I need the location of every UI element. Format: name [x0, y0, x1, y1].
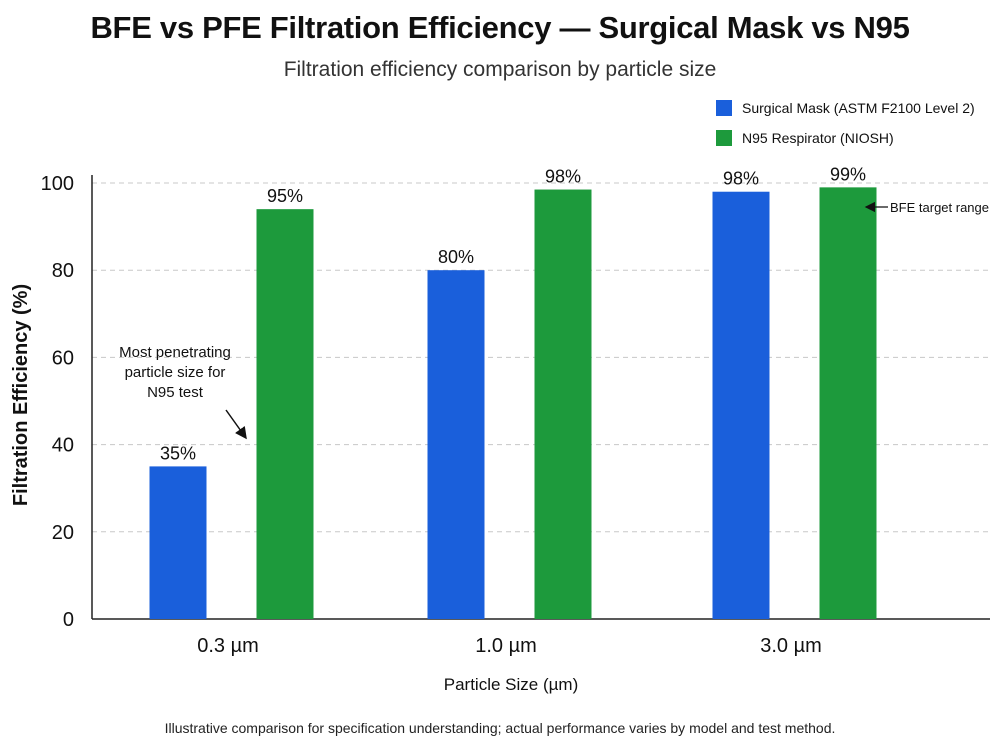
y-tick-label: 80 [52, 260, 74, 282]
legend: Surgical Mask (ASTM F2100 Level 2) N95 R… [716, 97, 975, 157]
bar-surgical-mask-0 [149, 466, 207, 619]
data-label: 95% [267, 186, 303, 206]
legend-item-surgical-mask: Surgical Mask (ASTM F2100 Level 2) [716, 97, 975, 119]
bar-surgical-mask-1 [427, 270, 485, 619]
data-label: 35% [160, 443, 196, 463]
data-label: 80% [438, 247, 474, 267]
y-tick-label: 40 [52, 435, 74, 457]
chart-subtitle: Filtration efficiency comparison by part… [283, 58, 717, 81]
footnote: Illustrative comparison for specificatio… [164, 720, 836, 736]
y-tick-label: 100 [41, 173, 74, 195]
legend-swatch-n95 [716, 130, 732, 146]
y-tick-label: 0 [63, 609, 74, 631]
annotation-mpps-arrow [225, 409, 247, 440]
x-axis-label: Particle Size (µm) [444, 675, 578, 694]
x-tick-label: 0.3 µm [197, 635, 259, 657]
x-tick-label: 1.0 µm [475, 635, 537, 657]
chart-title: BFE vs PFE Filtration Efficiency — Surgi… [90, 10, 910, 45]
annotation-mpps-text: N95 test [147, 384, 204, 401]
data-label: 99% [830, 164, 866, 184]
annotation-mpps-text: particle size for [125, 364, 226, 381]
y-tick-label: 20 [52, 522, 74, 544]
data-label: 98% [723, 169, 759, 189]
bar-n95-1 [534, 189, 592, 620]
legend-label-n95: N95 Respirator (NIOSH) [742, 130, 894, 146]
annotation-mpps-text: Most penetrating [119, 344, 231, 361]
bar-n95-0 [256, 209, 314, 619]
bar-surgical-mask-2 [712, 191, 770, 619]
y-axis-label: Filtration Efficiency (%) [10, 284, 32, 506]
bar-n95-2 [819, 187, 877, 620]
annotation-bfe-text: BFE target range [890, 200, 989, 215]
data-label: 98% [545, 167, 581, 187]
legend-swatch-surgical-mask [716, 100, 732, 116]
legend-label-surgical-mask: Surgical Mask (ASTM F2100 Level 2) [742, 100, 975, 116]
x-tick-label: 3.0 µm [760, 635, 822, 657]
y-tick-label: 60 [52, 347, 74, 369]
legend-item-n95: N95 Respirator (NIOSH) [716, 127, 975, 149]
